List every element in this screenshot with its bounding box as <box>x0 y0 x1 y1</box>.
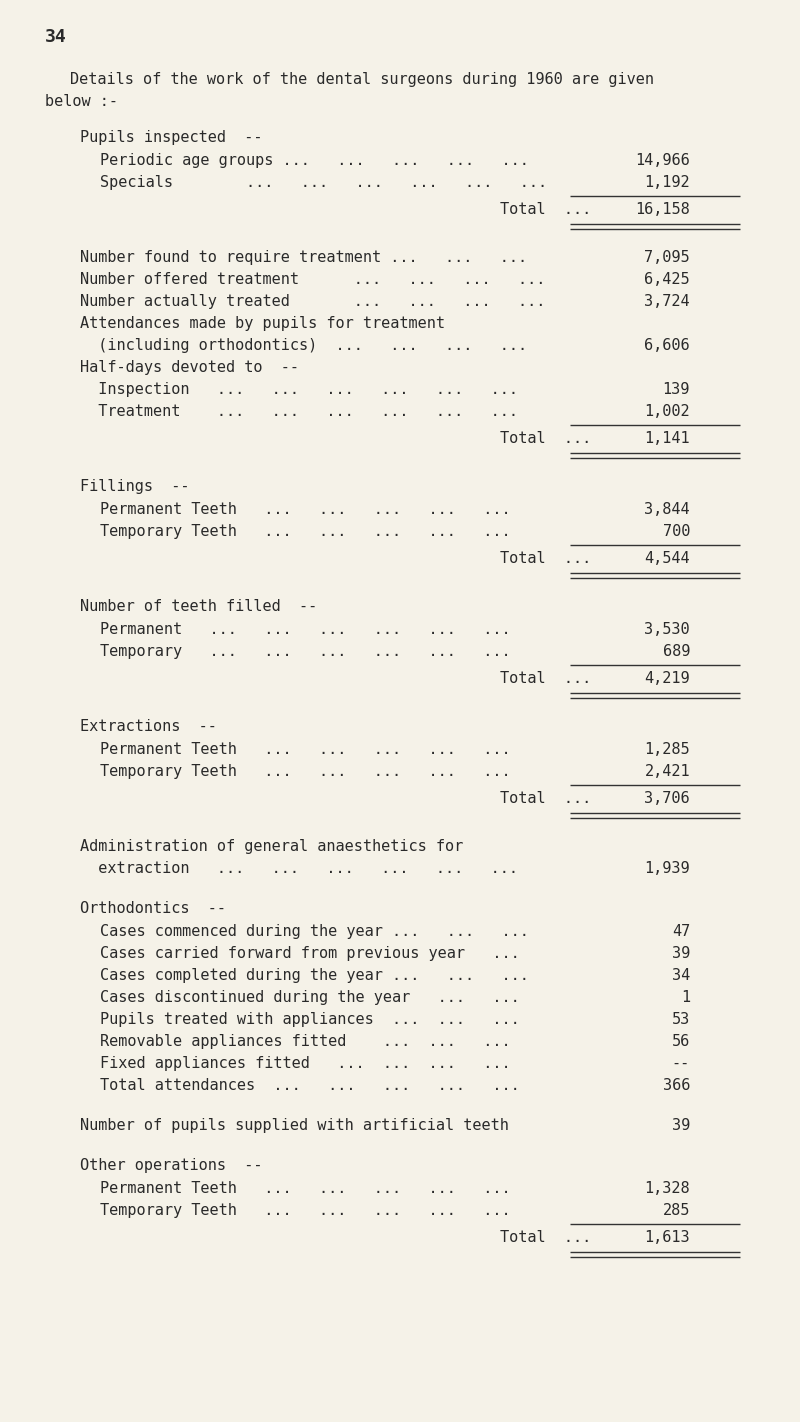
Text: 139: 139 <box>662 383 690 397</box>
Text: 34: 34 <box>672 968 690 983</box>
Text: Cases discontinued during the year   ...   ...: Cases discontinued during the year ... .… <box>100 990 520 1005</box>
Text: 1: 1 <box>681 990 690 1005</box>
Text: 16,158: 16,158 <box>635 202 690 218</box>
Text: 3,530: 3,530 <box>644 621 690 637</box>
Text: Total attendances  ...   ...   ...   ...   ...: Total attendances ... ... ... ... ... <box>100 1078 520 1094</box>
Text: Temporary Teeth   ...   ...   ...   ...   ...: Temporary Teeth ... ... ... ... ... <box>100 523 510 539</box>
Text: Cases commenced during the year ...   ...   ...: Cases commenced during the year ... ... … <box>100 924 529 939</box>
Text: Periodic age groups ...   ...   ...   ...   ...: Periodic age groups ... ... ... ... ... <box>100 154 529 168</box>
Text: Temporary Teeth   ...   ...   ...   ...   ...: Temporary Teeth ... ... ... ... ... <box>100 764 510 779</box>
Text: 39: 39 <box>672 1118 690 1133</box>
Text: 4,544: 4,544 <box>644 550 690 566</box>
Text: 2,421: 2,421 <box>644 764 690 779</box>
Text: 39: 39 <box>672 946 690 961</box>
Text: 1,939: 1,939 <box>644 860 690 876</box>
Text: 56: 56 <box>672 1034 690 1049</box>
Text: Extractions  --: Extractions -- <box>80 720 217 734</box>
Text: Attendances made by pupils for treatment: Attendances made by pupils for treatment <box>80 316 445 331</box>
Text: 1,141: 1,141 <box>644 431 690 447</box>
Text: Treatment    ...   ...   ...   ...   ...   ...: Treatment ... ... ... ... ... ... <box>80 404 518 419</box>
Text: 366: 366 <box>662 1078 690 1094</box>
Text: Total  ...: Total ... <box>500 1230 591 1246</box>
Text: 1,192: 1,192 <box>644 175 690 191</box>
Text: Inspection   ...   ...   ...   ...   ...   ...: Inspection ... ... ... ... ... ... <box>80 383 518 397</box>
Text: 4,219: 4,219 <box>644 671 690 685</box>
Text: Total  ...: Total ... <box>500 431 591 447</box>
Text: 34: 34 <box>45 28 66 46</box>
Text: 14,966: 14,966 <box>635 154 690 168</box>
Text: 47: 47 <box>672 924 690 939</box>
Text: extraction   ...   ...   ...   ...   ...   ...: extraction ... ... ... ... ... ... <box>80 860 518 876</box>
Text: Half-days devoted to  --: Half-days devoted to -- <box>80 360 299 375</box>
Text: 1,328: 1,328 <box>644 1182 690 1196</box>
Text: 689: 689 <box>662 644 690 658</box>
Text: 3,844: 3,844 <box>644 502 690 518</box>
Text: below :-: below :- <box>45 94 118 109</box>
Text: Permanent   ...   ...   ...   ...   ...   ...: Permanent ... ... ... ... ... ... <box>100 621 510 637</box>
Text: 6,425: 6,425 <box>644 272 690 287</box>
Text: Number of pupils supplied with artificial teeth: Number of pupils supplied with artificia… <box>80 1118 509 1133</box>
Text: Number found to require treatment ...   ...   ...: Number found to require treatment ... ..… <box>80 250 527 264</box>
Text: Number offered treatment      ...   ...   ...   ...: Number offered treatment ... ... ... ... <box>80 272 546 287</box>
Text: Pupils treated with appliances  ...  ...   ...: Pupils treated with appliances ... ... .… <box>100 1012 520 1027</box>
Text: 1,613: 1,613 <box>644 1230 690 1246</box>
Text: Temporary Teeth   ...   ...   ...   ...   ...: Temporary Teeth ... ... ... ... ... <box>100 1203 510 1219</box>
Text: Permanent Teeth   ...   ...   ...   ...   ...: Permanent Teeth ... ... ... ... ... <box>100 742 510 757</box>
Text: Total  ...: Total ... <box>500 791 591 806</box>
Text: Total  ...: Total ... <box>500 550 591 566</box>
Text: Permanent Teeth   ...   ...   ...   ...   ...: Permanent Teeth ... ... ... ... ... <box>100 502 510 518</box>
Text: Removable appliances fitted    ...  ...   ...: Removable appliances fitted ... ... ... <box>100 1034 510 1049</box>
Text: Fixed appliances fitted   ...  ...  ...   ...: Fixed appliances fitted ... ... ... ... <box>100 1057 510 1071</box>
Text: Administration of general anaesthetics for: Administration of general anaesthetics f… <box>80 839 463 855</box>
Text: 1,285: 1,285 <box>644 742 690 757</box>
Text: --: -- <box>672 1057 690 1071</box>
Text: Permanent Teeth   ...   ...   ...   ...   ...: Permanent Teeth ... ... ... ... ... <box>100 1182 510 1196</box>
Text: 3,724: 3,724 <box>644 294 690 309</box>
Text: Pupils inspected  --: Pupils inspected -- <box>80 129 262 145</box>
Text: Cases completed during the year ...   ...   ...: Cases completed during the year ... ... … <box>100 968 529 983</box>
Text: Specials        ...   ...   ...   ...   ...   ...: Specials ... ... ... ... ... ... <box>100 175 547 191</box>
Text: 700: 700 <box>662 523 690 539</box>
Text: Number actually treated       ...   ...   ...   ...: Number actually treated ... ... ... ... <box>80 294 546 309</box>
Text: Other operations  --: Other operations -- <box>80 1158 262 1173</box>
Text: Details of the work of the dental surgeons during 1960 are given: Details of the work of the dental surgeo… <box>70 73 654 87</box>
Text: Fillings  --: Fillings -- <box>80 479 190 493</box>
Text: 7,095: 7,095 <box>644 250 690 264</box>
Text: Orthodontics  --: Orthodontics -- <box>80 902 226 916</box>
Text: 285: 285 <box>662 1203 690 1219</box>
Text: 1,002: 1,002 <box>644 404 690 419</box>
Text: Cases carried forward from previous year   ...: Cases carried forward from previous year… <box>100 946 520 961</box>
Text: Total  ...: Total ... <box>500 671 591 685</box>
Text: Number of teeth filled  --: Number of teeth filled -- <box>80 599 318 614</box>
Text: Temporary   ...   ...   ...   ...   ...   ...: Temporary ... ... ... ... ... ... <box>100 644 510 658</box>
Text: (including orthodontics)  ...   ...   ...   ...: (including orthodontics) ... ... ... ... <box>80 338 527 353</box>
Text: 3,706: 3,706 <box>644 791 690 806</box>
Text: 53: 53 <box>672 1012 690 1027</box>
Text: 6,606: 6,606 <box>644 338 690 353</box>
Text: Total  ...: Total ... <box>500 202 591 218</box>
